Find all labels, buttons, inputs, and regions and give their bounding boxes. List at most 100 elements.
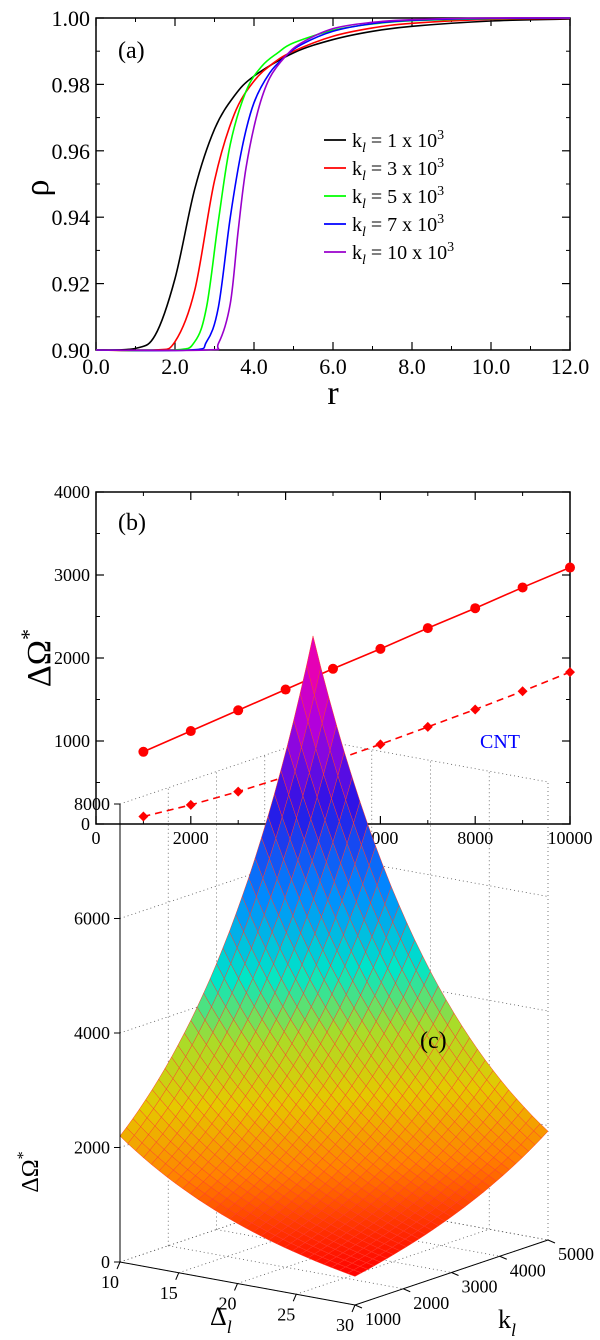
x-tick-label: 0.0	[82, 354, 110, 379]
k-tick-mark	[547, 1239, 556, 1244]
d-tick-mark	[351, 1304, 356, 1313]
data-point-diamond	[233, 786, 244, 797]
legend-sub: l	[362, 225, 366, 240]
panel-b-ylabel-main: ΔΩ	[21, 640, 58, 687]
panel-c-ylabel-sub: l	[511, 1320, 516, 1340]
data-point-circle	[280, 684, 291, 695]
legend-rest: = 10 x 10	[366, 242, 447, 264]
k-tick-mark	[499, 1255, 507, 1260]
series-line-2	[95, 17, 571, 352]
d-tick-label: 20	[219, 1294, 237, 1314]
data-point-circle	[328, 663, 338, 674]
panel-c-ylabel-main: k	[498, 1305, 511, 1334]
data-point-circle	[233, 705, 244, 716]
legend-label-3: kl = 5 x 103	[352, 184, 444, 212]
data-point-diamond	[138, 811, 149, 822]
legend-rest: = 5 x 10	[366, 186, 437, 208]
legend-sup: 3	[437, 212, 444, 227]
legend-sub: l	[362, 197, 366, 212]
d-tick-label: 15	[160, 1283, 178, 1303]
panel-c-xlabel: Δl	[210, 1302, 232, 1337]
x-tick-label: 8.0	[398, 354, 426, 379]
z-tick-label: 6000	[74, 909, 110, 929]
cnt-annotation: CNT	[480, 731, 520, 753]
y-tick-label: 3000	[54, 565, 90, 585]
d-tick-mark	[116, 1261, 121, 1270]
series-line-1	[143, 566, 571, 753]
y-tick-label: 0.98	[52, 72, 91, 97]
panel-c-zlabel-main: ΔΩ	[18, 1159, 44, 1192]
legend-k: k	[352, 186, 362, 208]
legend-rest: = 1 x 10	[366, 130, 437, 152]
k-tick-mark	[451, 1272, 459, 1276]
data-point-diamond	[565, 667, 575, 678]
panel-b-tag: (b)	[118, 510, 146, 536]
z-tick-label: 4000	[74, 1023, 110, 1043]
data-point-diamond	[422, 721, 433, 732]
panel-c-ylabel: kl	[498, 1305, 516, 1340]
surface-patch	[533, 1123, 549, 1139]
data-point-diamond	[185, 799, 196, 810]
panel-b-series	[138, 562, 575, 822]
legend-sup: 3	[437, 156, 444, 171]
z-tick-label: 0	[101, 1252, 110, 1272]
y-tick-label: 0	[81, 814, 90, 834]
k-tick-label: 1000	[365, 1309, 401, 1329]
legend-label-5: kl = 10 x 103	[352, 240, 454, 268]
x-tick-label: 4.0	[240, 354, 268, 379]
legend-label-4: kl = 7 x 103	[352, 212, 444, 240]
panel-c-xlabel-main: Δ	[210, 1302, 227, 1331]
y-tick-label: 0.90	[52, 338, 91, 363]
y-tick-label: 0.92	[52, 272, 91, 297]
data-point-circle	[185, 726, 196, 737]
d-tick-label: 30	[336, 1315, 354, 1335]
legend-rest: = 7 x 10	[366, 214, 437, 236]
panel-c: 0 2000 4000 6000 8000 10 15 20 25 30 1000 2000 3000 4…	[15, 635, 594, 1340]
d-tick-mark	[234, 1283, 238, 1291]
k-tick-label: 5000	[558, 1244, 594, 1264]
data-point-diamond	[517, 686, 528, 697]
data-point-diamond	[375, 739, 386, 750]
panel-c-surface	[119, 635, 549, 1277]
data-point-circle	[470, 603, 481, 614]
panel-b-ylabel: ΔΩ*	[16, 629, 58, 687]
legend-sub: l	[362, 253, 366, 268]
d-tick-mark	[292, 1294, 297, 1302]
d-tick-mark	[175, 1272, 180, 1280]
k-tick-label: 2000	[413, 1293, 449, 1313]
series-line-1	[95, 18, 571, 351]
panel-a-series	[95, 17, 571, 352]
legend-sub: l	[362, 169, 366, 184]
y-tick-label: 2000	[54, 648, 90, 668]
data-point-circle	[138, 746, 149, 757]
y-tick-label: 0.94	[52, 205, 91, 230]
data-point-circle	[565, 562, 575, 573]
series-line-4	[95, 17, 571, 352]
legend-k: k	[352, 130, 362, 152]
panel-a-tag: (a)	[118, 38, 145, 64]
legend-sup: 3	[437, 128, 444, 143]
legend-k: k	[352, 214, 362, 236]
legend-rest: = 3 x 10	[366, 158, 437, 180]
data-point-diamond	[470, 704, 481, 715]
k-tick-mark	[403, 1288, 411, 1293]
data-point-circle	[375, 643, 386, 654]
series-line-5	[95, 17, 571, 352]
d-tick-label: 25	[277, 1304, 295, 1324]
legend-label-1: kl = 1 x 103	[352, 128, 444, 156]
y-tick-label: 4000	[54, 482, 90, 502]
k-tick-mark	[354, 1304, 363, 1309]
y-tick-label: 1.00	[52, 6, 91, 31]
x-tick-label: 2000	[173, 828, 209, 848]
legend-sub: l	[362, 141, 366, 156]
x-tick-label: 12.0	[551, 354, 590, 379]
x-tick-label: 0	[92, 828, 101, 848]
legend-label-2: kl = 3 x 103	[352, 156, 444, 184]
x-tick-label: 2.0	[161, 354, 189, 379]
k-tick-label: 4000	[510, 1260, 546, 1280]
x-tick-label: 10.0	[472, 354, 511, 379]
legend-k: k	[352, 242, 362, 264]
k-tick-label: 3000	[462, 1277, 498, 1297]
panel-b-ylabel-sup: *	[16, 629, 41, 640]
